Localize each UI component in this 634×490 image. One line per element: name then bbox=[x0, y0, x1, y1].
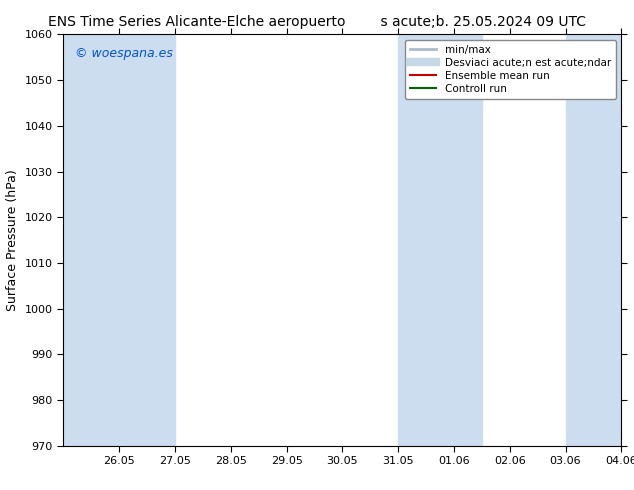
Y-axis label: Surface Pressure (hPa): Surface Pressure (hPa) bbox=[6, 169, 19, 311]
Bar bbox=[398, 34, 482, 446]
Text: ENS Time Series Alicante-Elche aeropuerto        s acute;b. 25.05.2024 09 UTC: ENS Time Series Alicante-Elche aeropuert… bbox=[48, 15, 586, 29]
Bar bbox=[63, 34, 175, 446]
Bar bbox=[566, 34, 634, 446]
Text: © woespana.es: © woespana.es bbox=[75, 47, 172, 60]
Legend: min/max, Desviaci acute;n est acute;ndar, Ensemble mean run, Controll run: min/max, Desviaci acute;n est acute;ndar… bbox=[405, 40, 616, 99]
